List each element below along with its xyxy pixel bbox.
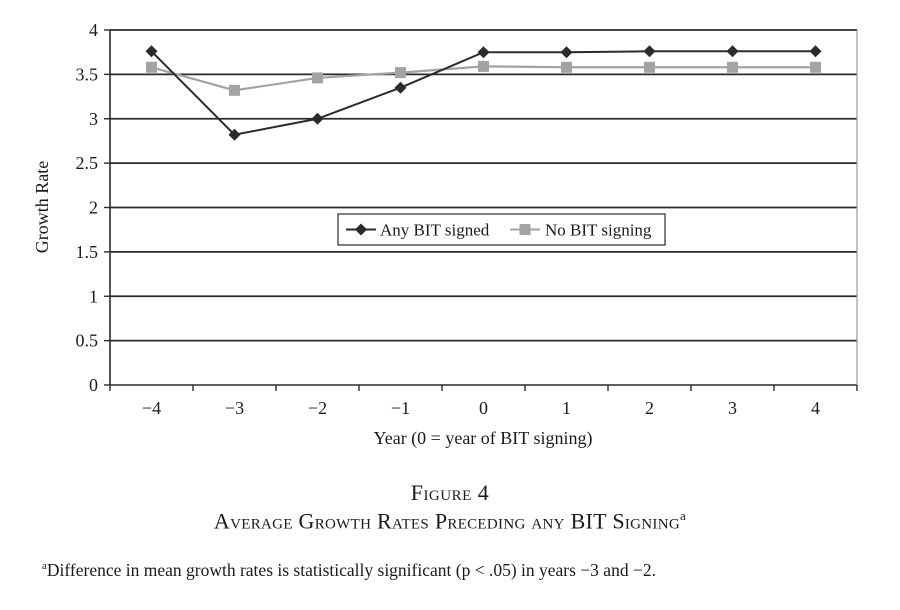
- y-tick-label: 3: [89, 109, 98, 129]
- legend-item: No BIT signing: [510, 221, 652, 240]
- data-point: [560, 46, 573, 59]
- x-tick-label: −2: [308, 398, 327, 418]
- y-tick-label: 0: [89, 375, 98, 395]
- data-point: [727, 61, 738, 73]
- data-point: [810, 61, 821, 73]
- legend-marker: [355, 223, 367, 236]
- y-tick-label: 3.5: [76, 64, 99, 84]
- data-point: [146, 61, 157, 73]
- figure-number: Figure 4: [410, 480, 490, 505]
- x-tick-label: 1: [562, 398, 571, 418]
- y-tick-label: 0.5: [76, 331, 99, 351]
- line-chart: 0 0.5 1 1.5 2 2.5 3 3.5 4 −4 −3 −2 −1 0 1 2 3 4 Any BIT s…: [32, 20, 858, 449]
- data-point: [477, 46, 490, 59]
- data-point: [394, 81, 407, 94]
- data-point: [809, 45, 822, 58]
- data-point: [229, 84, 240, 96]
- data-point: [643, 45, 656, 58]
- legend-item: Any BIT signed: [346, 221, 490, 240]
- legend: Any BIT signed No BIT signing: [337, 213, 666, 246]
- legend-label: No BIT signing: [545, 221, 652, 240]
- x-tick-label: 4: [811, 398, 820, 418]
- x-tick-label: 0: [479, 398, 488, 418]
- legend-marker: [519, 224, 531, 235]
- x-tick-label: −3: [225, 398, 244, 418]
- y-tick-label: 2: [89, 198, 98, 218]
- x-tick-label: 2: [645, 398, 654, 418]
- series-layer: [145, 45, 822, 141]
- x-tick-label: −1: [391, 398, 410, 418]
- y-tick-label: 4: [89, 20, 98, 40]
- data-point: [395, 67, 406, 79]
- data-point: [644, 61, 655, 73]
- footnote-marker: a: [42, 560, 47, 573]
- x-axis-label: Year (0 = year of BIT signing): [374, 428, 593, 449]
- data-point: [726, 45, 739, 58]
- data-point: [561, 61, 572, 73]
- legend-label: Any BIT signed: [380, 221, 490, 240]
- data-point: [311, 112, 324, 125]
- data-point: [145, 45, 158, 58]
- data-point: [478, 60, 489, 72]
- y-tick-label: 1.5: [76, 242, 99, 262]
- y-tick-label: 1: [89, 286, 98, 306]
- axes: 0 0.5 1 1.5 2 2.5 3 3.5 4 −4 −3 −2 −1 0 1 2 3 4: [76, 20, 858, 418]
- x-tick-label: −4: [142, 398, 161, 418]
- data-point: [228, 128, 241, 141]
- figure-title-line: Average Growth Rates Preceding any BIT S…: [0, 508, 900, 534]
- figure-title-footnote-marker: a: [679, 508, 687, 523]
- figure-title: Average Growth Rates Preceding any BIT S…: [213, 508, 680, 534]
- grid-lines: [110, 29, 857, 342]
- footnote-text: Difference in mean growth rates is stati…: [46, 560, 656, 580]
- figure-footnote: aDifference in mean growth rates is stat…: [42, 560, 656, 581]
- x-tick-label: 3: [728, 398, 737, 418]
- legend-box: [337, 213, 666, 246]
- data-point: [312, 72, 323, 84]
- y-tick-label: 2.5: [76, 153, 99, 173]
- series-no-bit-signing: [146, 60, 821, 96]
- series-any-bit-signed: [145, 45, 822, 141]
- y-axis-label: Growth Rate: [32, 161, 52, 253]
